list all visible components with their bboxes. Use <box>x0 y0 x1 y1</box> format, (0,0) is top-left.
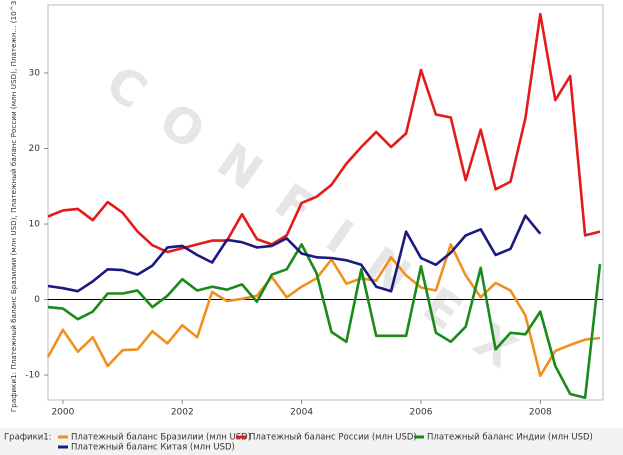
x-tick-label: 2004 <box>290 408 313 418</box>
series-line <box>46 243 601 378</box>
legend-label: Платежный баланс Бразилии (млн USD) <box>71 433 251 443</box>
legend-label: Платежный баланс России (млн USD) <box>249 433 417 443</box>
y-tick-label: 30 <box>29 68 41 78</box>
series-line <box>47 243 602 399</box>
y-tick-label: 20 <box>29 144 41 154</box>
legend-box <box>0 428 623 455</box>
y-tick-label: -10 <box>25 371 40 381</box>
legend-title: Графики1: <box>4 433 52 443</box>
x-tick-label: 2000 <box>51 408 74 418</box>
x-tick-label: 2008 <box>529 408 552 418</box>
y-axis-label: Графики1: Платежный баланс Бразилии (млн… <box>9 0 18 412</box>
y-tick-label: 0 <box>34 295 40 305</box>
x-tick-label: 2006 <box>410 408 433 418</box>
plot-frame <box>47 4 604 401</box>
series-line <box>47 214 542 293</box>
series-line <box>47 12 601 254</box>
y-tick-label: 10 <box>29 220 41 230</box>
legend-label: Платежный баланс Китая (млн USD) <box>71 443 235 453</box>
legend: Графики1: Платежный баланс Бразилии (млн … <box>4 433 593 453</box>
x-tick-label: 2002 <box>171 408 194 418</box>
legend-label: Платежный баланс Индии (млн USD) <box>427 433 593 443</box>
